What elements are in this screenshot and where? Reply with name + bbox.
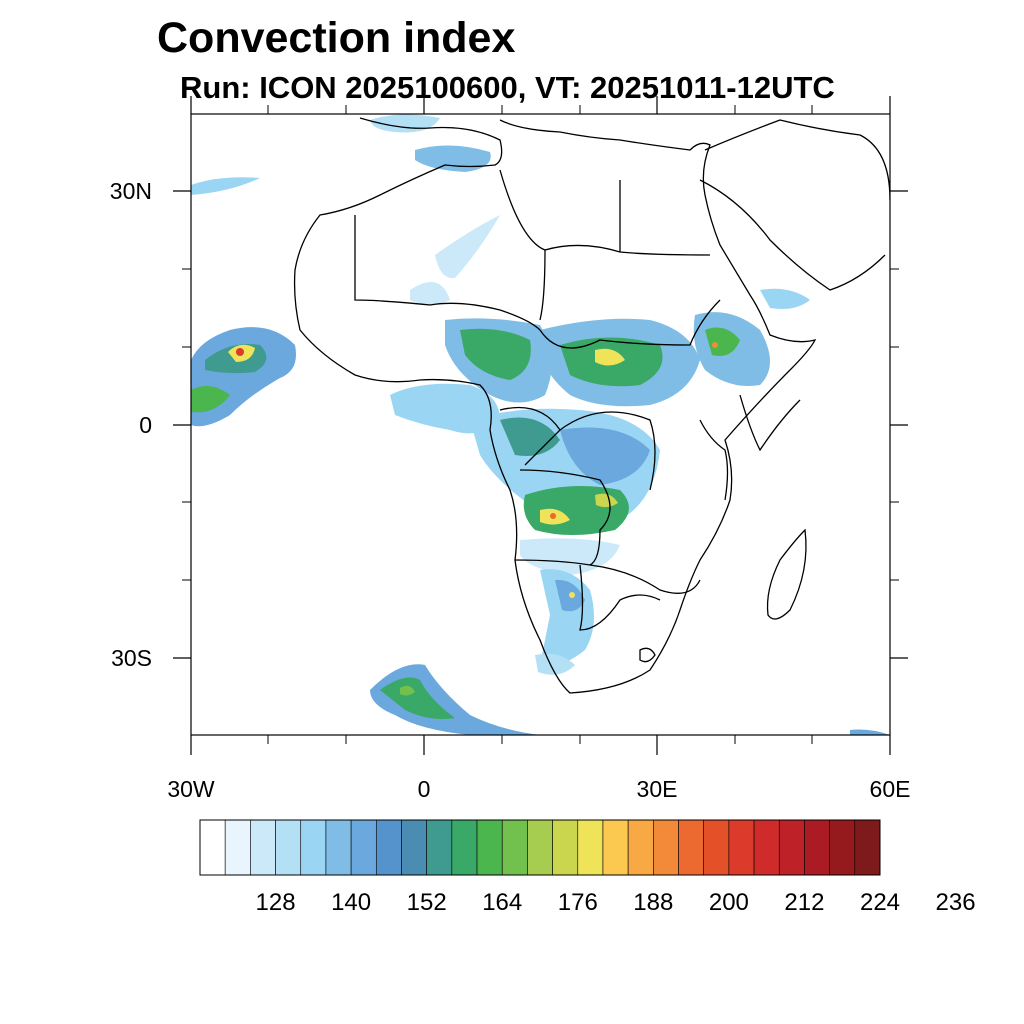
colorbar-swatch <box>476 819 503 876</box>
convection-cell <box>435 215 500 279</box>
lesotho-outline <box>639 647 656 663</box>
country-border <box>739 394 801 452</box>
colorbar-label: 188 <box>633 889 673 916</box>
colorbar-swatch <box>778 819 805 876</box>
convection-cell <box>760 288 810 309</box>
colorbar-swatch <box>375 819 402 876</box>
colorbar-swatch <box>602 819 629 876</box>
convection-cell <box>400 685 415 696</box>
colorbar-swatch <box>300 819 327 876</box>
colorbar-swatch <box>501 819 528 876</box>
lon-major-ticks <box>190 96 891 755</box>
convection-cell <box>705 327 740 356</box>
colorbar-frame <box>199 819 881 876</box>
convection-field <box>191 114 890 735</box>
lat-label-0: 0 <box>139 412 152 438</box>
colorbar-label: 128 <box>256 889 296 916</box>
colorbar-label: 224 <box>860 889 900 916</box>
country-border <box>559 411 656 491</box>
colorbar-label: 140 <box>331 889 371 916</box>
colorbar-swatch <box>829 819 856 876</box>
convection-cell <box>380 677 455 719</box>
colorbar-swatch <box>426 819 453 876</box>
country-border <box>354 215 431 306</box>
country-border <box>579 564 661 631</box>
colorbar-swatch <box>527 819 553 876</box>
colorbar-swatch <box>753 819 780 876</box>
colorbar-swatch <box>577 819 604 876</box>
country-border <box>539 299 721 349</box>
colorbar-swatch <box>627 819 654 876</box>
lon-label-30e: 30E <box>637 776 678 802</box>
colorbar-swatch <box>678 819 705 876</box>
colorbar-swatch <box>703 819 730 876</box>
colorbar-label: 164 <box>482 889 522 916</box>
lon-label-60e: 60E <box>870 776 911 802</box>
colorbar-swatch <box>199 819 226 876</box>
country-border <box>429 302 541 331</box>
colorbar-swatch <box>552 819 579 876</box>
colorbar-swatch <box>275 819 302 876</box>
coastlines <box>293 117 890 694</box>
africa-coastline <box>293 117 817 694</box>
lon-label-30w: 30W <box>167 776 215 802</box>
colorbar: 128 140 152 164 176 188 200 212 224 236 <box>199 819 976 916</box>
minor-ticks <box>182 105 899 744</box>
convection-cell <box>236 348 244 356</box>
asia-coastline <box>704 119 890 201</box>
country-border <box>519 469 611 566</box>
convection-cell <box>523 486 629 535</box>
colorbar-swatch <box>653 819 679 876</box>
convection-cell <box>415 145 491 172</box>
colorbar-label: 200 <box>709 889 749 916</box>
convection-cell <box>410 282 450 305</box>
colorbar-swatch <box>854 819 881 876</box>
red-sea-coastline <box>699 179 886 291</box>
convection-cell <box>460 328 531 380</box>
country-border <box>514 559 701 594</box>
convection-cell <box>191 386 230 413</box>
colorbar-label: 236 <box>936 889 976 916</box>
convection-cell <box>712 342 718 348</box>
convection-cell <box>569 592 575 598</box>
convection-cell <box>500 417 560 456</box>
convection-cell <box>595 493 618 508</box>
lon-label-0: 0 <box>418 776 431 802</box>
colorbar-swatch <box>250 819 276 876</box>
convection-cell <box>560 427 650 485</box>
map-title: Convection index <box>157 14 516 62</box>
lat-label-30n: 30N <box>110 178 152 204</box>
colorbar-swatch <box>401 819 427 876</box>
colorbar-swatch <box>451 819 478 876</box>
country-border <box>699 419 729 501</box>
colorbar-label: 152 <box>407 889 447 916</box>
convection-cell <box>550 513 556 519</box>
convection-cell <box>535 653 575 675</box>
colorbar-swatch <box>728 819 755 876</box>
convection-cell <box>595 348 625 366</box>
lat-major-ticks <box>173 190 908 659</box>
colorbar-swatch <box>350 819 377 876</box>
colorbar-label: 176 <box>558 889 598 916</box>
convection-cell <box>850 729 890 735</box>
colorbar-swatch <box>804 819 830 876</box>
colorbar-swatch <box>325 819 352 876</box>
madagascar-coastline <box>766 528 807 620</box>
lat-label-30s: 30S <box>111 645 152 671</box>
map-subtitle: Run: ICON 2025100600, VT: 20251011-12UTC <box>180 70 835 105</box>
convection-cell <box>191 177 260 195</box>
colorbar-label: 212 <box>784 889 824 916</box>
country-border <box>544 244 711 256</box>
country-border <box>499 169 546 321</box>
colorbar-swatch <box>224 819 251 876</box>
